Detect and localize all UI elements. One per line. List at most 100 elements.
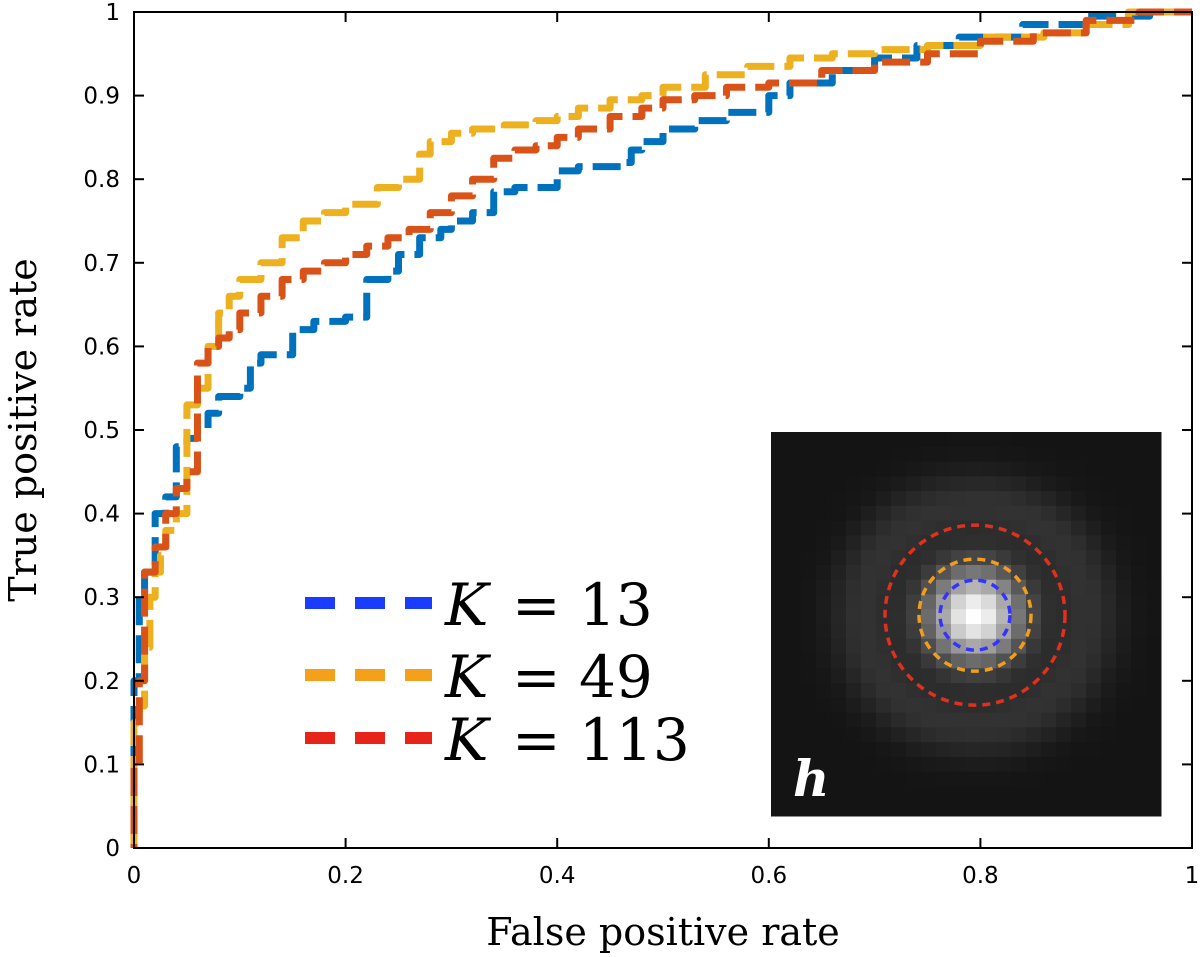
inset-pixel (1056, 446, 1072, 463)
inset-pixel (1116, 461, 1132, 477)
inset-pixel (1146, 624, 1162, 640)
inset-pixel (1101, 624, 1117, 640)
inset-pixel (1056, 432, 1072, 448)
inset-pixel (816, 742, 832, 758)
legend-value: = 113 (512, 706, 690, 774)
inset-pixel (1071, 742, 1087, 758)
inset-pixel (1011, 727, 1027, 743)
inset-pixel (1071, 491, 1087, 507)
inset-pixel (786, 683, 802, 699)
inset-pixel (981, 712, 997, 728)
inset-pixel (786, 609, 802, 625)
inset-pixel (876, 801, 892, 817)
inset-pixel (1116, 801, 1132, 817)
inset-pixel (876, 594, 892, 610)
inset-pixel (936, 491, 952, 507)
inset-pixel (1146, 594, 1162, 610)
inset-pixel (1116, 491, 1132, 507)
x-tick-label: 0.2 (327, 863, 364, 889)
inset-pixel (1041, 638, 1057, 655)
inset-pixel (1146, 505, 1162, 522)
inset-pixel (981, 594, 997, 610)
inset-pixel (1146, 742, 1162, 758)
inset-pixel (1131, 520, 1147, 536)
inset-pixel (876, 697, 892, 714)
inset-pixel (1011, 712, 1027, 728)
inset-pixel (996, 668, 1012, 684)
inset-pixel (891, 771, 907, 787)
inset-pixel (1131, 594, 1147, 610)
inset-pixel (936, 683, 952, 699)
inset-pixel (1116, 638, 1132, 655)
inset-pixel (1116, 668, 1132, 684)
inset-pixel (951, 446, 967, 463)
inset-pixel (1116, 505, 1132, 522)
inset-pixel (891, 697, 907, 714)
inset-pixel (1116, 653, 1132, 669)
inset-pixel (816, 697, 832, 714)
inset-pixel (1116, 786, 1132, 802)
inset-pixel (1101, 579, 1117, 595)
inset-pixel (921, 697, 937, 714)
inset-pixel (1101, 712, 1117, 728)
inset-pixel (936, 609, 952, 625)
inset-pixel (1026, 520, 1042, 536)
inset-pixel (951, 609, 967, 625)
inset-pixel (816, 786, 832, 802)
inset-pixel (876, 727, 892, 743)
inset-pixel (1056, 697, 1072, 714)
inset-pixel (1071, 756, 1087, 773)
inset-pixel (861, 771, 877, 787)
inset-pixel (936, 535, 952, 551)
inset-pixel (1146, 727, 1162, 743)
y-tick-label: 0.2 (83, 669, 120, 695)
inset-pixel (1086, 668, 1102, 684)
inset-pixel (876, 476, 892, 492)
inset-pixel (831, 801, 847, 817)
inset-pixel (1086, 491, 1102, 507)
inset-pixel (1131, 668, 1147, 684)
inset-pixel (876, 564, 892, 581)
inset-pixel (966, 653, 982, 669)
inset-pixel (846, 756, 862, 773)
inset-pixel (876, 520, 892, 536)
inset-pixel (1026, 550, 1042, 566)
inset-pixel (831, 579, 847, 595)
inset-pixel (1116, 742, 1132, 758)
inset-pixel (936, 771, 952, 787)
inset-pixel (1071, 801, 1087, 817)
inset-pixel (996, 712, 1012, 728)
inset-pixel (1011, 505, 1027, 522)
inset-pixel (936, 505, 952, 522)
inset-pixel (771, 476, 787, 492)
inset-pixel (1131, 432, 1147, 448)
inset-pixel (1041, 683, 1057, 699)
inset-pixel (996, 505, 1012, 522)
inset-pixel (1086, 771, 1102, 787)
inset-pixel (966, 786, 982, 802)
inset-pixel (1131, 446, 1147, 463)
inset-pixel (981, 771, 997, 787)
inset-pixel (1056, 653, 1072, 669)
inset-pixel (1041, 609, 1057, 625)
inset-pixel (771, 697, 787, 714)
inset-pixel (1011, 653, 1027, 669)
inset-pixel (1071, 653, 1087, 669)
inset-pixel (1041, 756, 1057, 773)
inset-pixel (981, 446, 997, 463)
inset-pixel (771, 727, 787, 743)
inset-pixel (891, 505, 907, 522)
inset-pixel (876, 668, 892, 684)
inset-pixel (1146, 564, 1162, 581)
inset-pixel (786, 476, 802, 492)
inset-pixel (1086, 786, 1102, 802)
inset-pixel (951, 771, 967, 787)
inset-pixel (1011, 786, 1027, 802)
inset-pixel (1071, 712, 1087, 728)
inset-pixel (1011, 594, 1027, 610)
inset-pixel (771, 742, 787, 758)
inset-pixel (906, 786, 922, 802)
axis-ticks: 0 0.2 0.4 0.6 0.8 1 0 0.1 0.2 0.3 0.4 0.5 0.6 0.7 0.8 0… (83, 0, 1199, 889)
inset-pixel (1011, 624, 1027, 640)
